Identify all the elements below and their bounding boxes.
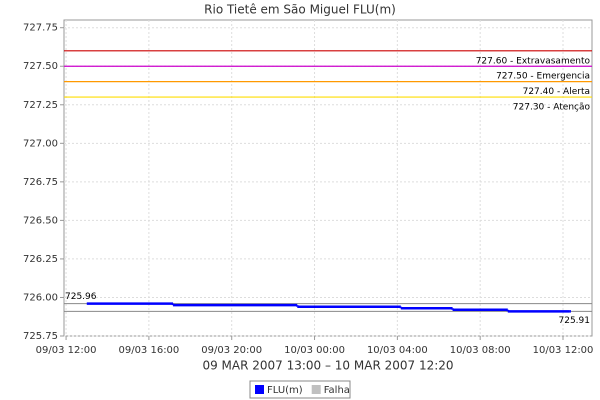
x-tick-label: 10/03 04:00: [367, 345, 428, 356]
y-tick-label: 727.00: [23, 138, 58, 149]
y-tick-label: 726.50: [23, 215, 58, 226]
x-tick-label: 09/03 16:00: [118, 345, 179, 356]
threshold-label: 727.60 - Extravasamento: [476, 56, 591, 66]
legend-box: [249, 380, 351, 399]
chart-title: Rio Tietê em São Miguel FLU(m): [204, 3, 396, 17]
y-tick-label: 725.75: [23, 331, 58, 342]
threshold-label: 727.50 - Emergencia: [496, 72, 590, 82]
legend: FLU(m) Falha: [249, 380, 351, 399]
x-tick-label: 09/03 20:00: [201, 345, 262, 356]
legend-label: Falha: [324, 385, 350, 396]
x-axis-label: 09 MAR 2007 13:00 – 10 MAR 2007 12:20: [202, 359, 453, 373]
marker-label: 725.91: [559, 316, 591, 326]
plot-area: [63, 19, 593, 337]
y-tick-label: 727.25: [23, 100, 58, 111]
y-tick-label: 727.75: [23, 23, 58, 34]
legend-label: FLU(m): [267, 385, 303, 396]
x-tick-label: 10/03 08:00: [450, 345, 511, 356]
x-tick-label: 10/03 12:00: [533, 345, 594, 356]
y-tick-label: 727.50: [23, 61, 58, 72]
x-tick-label: 09/03 12:00: [36, 345, 97, 356]
legend-swatch: [255, 385, 264, 394]
legend-swatch: [311, 385, 321, 394]
marker-label: 725.96: [65, 292, 97, 302]
threshold-label: 727.40 - Alerta: [523, 87, 590, 97]
threshold-label: 727.30 - Atenção: [513, 103, 591, 113]
y-tick-label: 726.75: [23, 177, 58, 188]
y-tick-label: 726.25: [23, 254, 58, 265]
y-tick-label: 726.00: [23, 292, 58, 303]
x-tick-label: 10/03 00:00: [284, 345, 345, 356]
